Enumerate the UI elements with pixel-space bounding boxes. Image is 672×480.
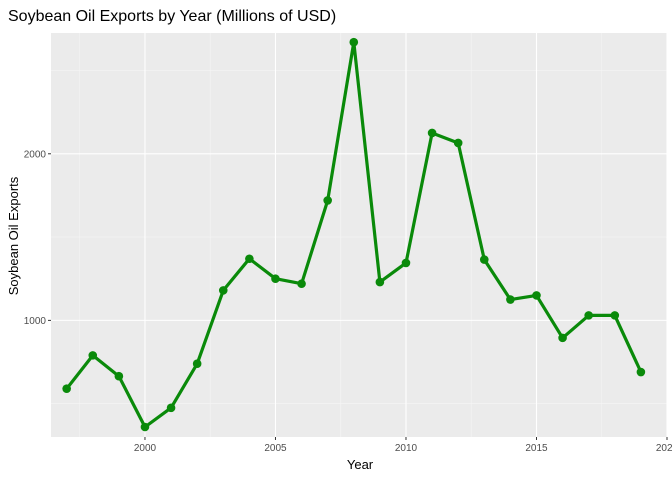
x-axis-title: Year [347,457,374,472]
data-point [610,311,620,320]
data-point [349,37,359,47]
data-point [245,254,254,264]
y-axis: 1000 2000 [24,149,51,327]
x-tick-label: 2010 [395,443,418,454]
grid-lines [51,33,668,437]
data-point [453,138,463,148]
data-point [88,351,98,360]
data-point [427,128,437,138]
y-tick-label: 2000 [24,149,47,160]
data-point [506,295,515,304]
x-tick-label: 2005 [264,443,287,454]
data-point [140,422,150,432]
data-point [636,367,646,377]
chart-title: Soybean Oil Exports by Year (Millions of… [8,8,336,25]
data-point [479,255,489,264]
series-layer [62,37,646,432]
data-point [114,371,124,381]
data-point [558,333,567,343]
x-tick-label: 2020 [656,443,672,454]
data-point [218,286,228,295]
data-point [62,384,71,393]
data-point [323,196,332,205]
x-axis: 2000 2005 2010 2015 2020 [134,437,672,454]
data-point [401,258,411,268]
data-point [584,311,593,320]
data-point [375,277,385,287]
x-tick-label: 2015 [525,443,548,454]
y-tick-label: 1000 [24,316,47,327]
y-axis-title: Soybean Oil Exports [6,176,21,295]
x-tick-label: 2000 [134,443,157,454]
data-point [166,403,176,413]
data-point [297,279,306,289]
data-point [271,274,280,284]
data-point [532,291,541,300]
data-point [192,359,202,368]
